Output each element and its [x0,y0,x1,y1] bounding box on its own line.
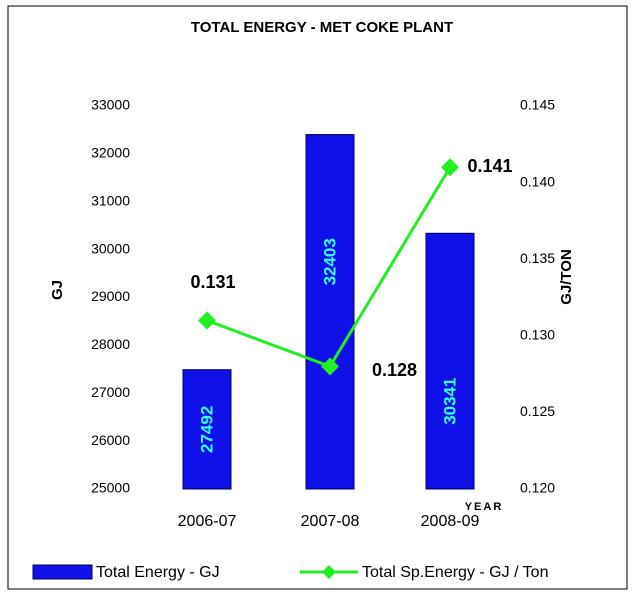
x-tick-label: 2006-07 [178,513,237,530]
legend-label: Total Energy - GJ [96,564,220,581]
y-tick-label: 25000 [91,480,130,496]
y-axis-label: GJ [49,280,66,300]
chart-title: TOTAL ENERGY - MET COKE PLANT [191,19,453,36]
line-value-label: 0.131 [190,272,235,292]
x-tick-label: 2007-08 [301,513,360,530]
y2-tick-label: 0.145 [520,97,555,113]
y2-tick-label: 0.125 [520,403,555,419]
bar-value-label: 30341 [440,378,459,425]
bar [425,232,475,490]
y2-axis-label: GJ/TON [558,249,575,305]
y2-tick-label: 0.135 [520,250,555,266]
y-tick-label: 28000 [91,336,130,352]
bar [182,369,232,490]
line-value-label: 0.141 [467,156,512,176]
line-marker [321,357,339,376]
y-tick-label: 29000 [91,288,130,304]
y-tick-label: 32000 [91,145,130,161]
y-tick-label: 27000 [91,384,130,400]
line-value-label: 0.128 [372,360,417,380]
bar [305,134,355,490]
y2-tick-label: 0.120 [520,480,555,496]
x-axis-label: YEAR [465,501,504,513]
line-marker [198,311,216,330]
y-tick-label: 26000 [91,432,130,448]
line-marker [441,158,459,177]
x-tick-label: 2008-09 [421,513,480,530]
y2-tick-label: 0.130 [520,327,555,343]
bar-value-label: 32403 [320,238,339,285]
y-tick-label: 33000 [91,97,130,113]
y-tick-label: 30000 [91,240,130,256]
y-tick-label: 31000 [91,192,130,208]
y2-tick-label: 0.140 [520,173,555,189]
bar-value-label: 27492 [197,406,216,453]
legend-label: Total Sp.Energy - GJ / Ton [362,564,548,581]
legend-swatch [322,565,336,579]
legend-swatch [32,564,93,580]
